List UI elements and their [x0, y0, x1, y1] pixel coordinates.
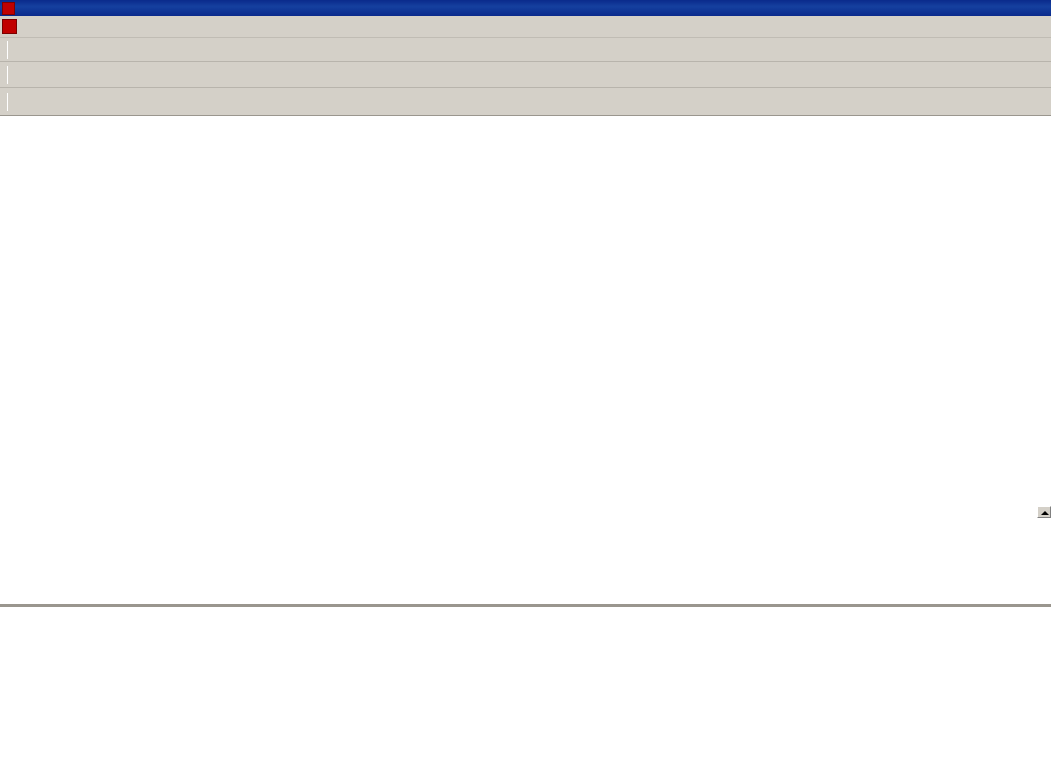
window-titlebar	[0, 0, 1051, 16]
navigation-toolbar	[0, 62, 1051, 88]
panel-divider	[0, 604, 1051, 607]
toolbar-separator	[7, 65, 8, 84]
toolbar-separator	[7, 92, 8, 111]
vertical-scrollbar-up-button[interactable]	[1037, 506, 1051, 518]
drawing-toolbar	[0, 88, 1051, 116]
toolbar-separator	[7, 40, 8, 59]
chart-area[interactable]	[0, 116, 1051, 682]
chart-canvas[interactable]	[0, 116, 1051, 682]
main-toolbar	[0, 38, 1051, 62]
menu-logo-icon	[2, 19, 17, 34]
indicator-panel[interactable]	[0, 682, 1051, 766]
menu-bar	[0, 16, 1051, 38]
app-logo-icon	[2, 1, 15, 15]
indicator-canvas[interactable]	[0, 682, 1051, 766]
